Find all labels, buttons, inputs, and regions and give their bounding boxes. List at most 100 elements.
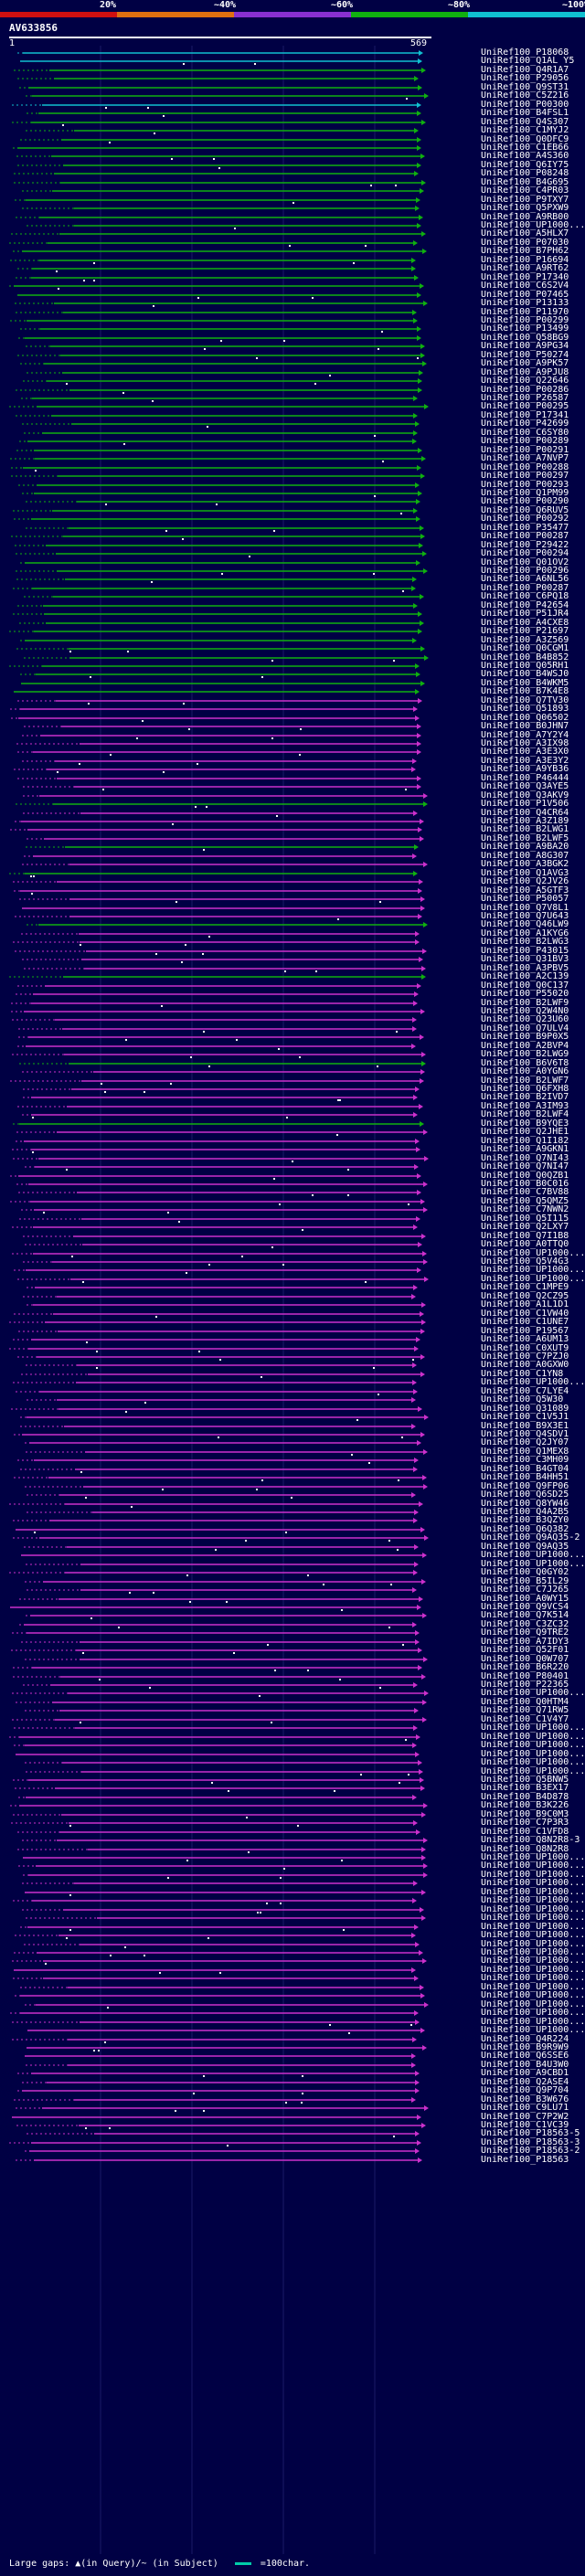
hit-label[interactable]: UniRef100_Q0DFC9 bbox=[481, 134, 569, 144]
hit-label[interactable]: UniRef100_P55020 bbox=[481, 989, 569, 999]
hit-label[interactable]: UniRef100_Q5QMZ5 bbox=[481, 1196, 569, 1206]
hit-label[interactable]: UniRef100_UP1000... bbox=[481, 1559, 585, 1569]
hit-label[interactable]: UniRef100_Q52F01 bbox=[481, 1645, 569, 1655]
hit-label[interactable]: UniRef100_UP1000... bbox=[481, 1377, 585, 1387]
hit-label[interactable]: UniRef100_B3W676 bbox=[481, 2094, 569, 2104]
hit-label[interactable]: UniRef100_A1L1D1 bbox=[481, 1299, 569, 1309]
hit-label[interactable]: UniRef100_UP1000... bbox=[481, 1913, 585, 1923]
hit-label[interactable]: UniRef100_A3IX98 bbox=[481, 738, 569, 748]
hit-label[interactable]: UniRef100_C1VC39 bbox=[481, 2120, 569, 2130]
hit-label[interactable]: UniRef100_Q0W707 bbox=[481, 1654, 569, 1664]
hit-label[interactable]: UniRef100_Q1MEX8 bbox=[481, 1447, 569, 1457]
hit-label[interactable]: UniRef100_Q3AYE5 bbox=[481, 781, 569, 791]
hit-label[interactable]: UniRef100_P00289 bbox=[481, 436, 569, 446]
hit-label[interactable]: UniRef100_Q7I1B8 bbox=[481, 1231, 569, 1241]
hit-label[interactable]: UniRef100_UP1000... bbox=[481, 1887, 585, 1897]
hit-label[interactable]: UniRef100_Q71RW5 bbox=[481, 1705, 569, 1715]
hit-label[interactable]: UniRef100_UP1000... bbox=[481, 1274, 585, 1284]
hit-label[interactable]: UniRef100_P29422 bbox=[481, 540, 569, 550]
hit-label[interactable]: UniRef100_P00295 bbox=[481, 401, 569, 411]
hit-label[interactable]: UniRef100_P00287 bbox=[481, 583, 569, 593]
hit-label[interactable]: UniRef100_C1YN8 bbox=[481, 1369, 564, 1379]
hit-label[interactable]: UniRef100_P17341 bbox=[481, 410, 569, 420]
hit-label[interactable]: UniRef100_C4PR03 bbox=[481, 186, 569, 196]
hit-label[interactable]: UniRef100_Q4S307 bbox=[481, 117, 569, 127]
hit-label[interactable]: UniRef100_Q31089 bbox=[481, 1404, 569, 1414]
hit-label[interactable]: UniRef100_Q7V8L1 bbox=[481, 903, 569, 913]
hit-label[interactable]: UniRef100_B4B852 bbox=[481, 652, 569, 663]
hit-label[interactable]: UniRef100_P21697 bbox=[481, 626, 569, 636]
hit-label[interactable]: UniRef100_B2LWG3 bbox=[481, 937, 569, 947]
hit-label[interactable]: UniRef100_Q6SSE6 bbox=[481, 2051, 569, 2061]
hit-label[interactable]: UniRef100_A2BVP4 bbox=[481, 1041, 569, 1051]
hit-label[interactable]: UniRef100_P18068 bbox=[481, 48, 569, 58]
hit-label[interactable]: UniRef100_UP1000... bbox=[481, 1956, 585, 1966]
hit-label[interactable]: UniRef100_Q8N2R8-3 bbox=[481, 1835, 580, 1845]
hit-label[interactable]: UniRef100_Q9P704 bbox=[481, 2085, 569, 2095]
hit-label[interactable]: UniRef100_UP1000... bbox=[481, 1870, 585, 1880]
hit-label[interactable]: UniRef100_B9YQE3 bbox=[481, 1118, 569, 1129]
hit-label[interactable]: UniRef100_P43015 bbox=[481, 946, 569, 956]
hit-label[interactable]: UniRef100_Q06502 bbox=[481, 713, 569, 723]
hit-label[interactable]: UniRef100_C1VW40 bbox=[481, 1309, 569, 1319]
hit-label[interactable]: UniRef100_Q2JY07 bbox=[481, 1437, 569, 1447]
hit-label[interactable]: UniRef100_P9TXY7 bbox=[481, 195, 569, 205]
hit-label[interactable]: UniRef100_P11970 bbox=[481, 307, 569, 317]
hit-label[interactable]: UniRef100_P13499 bbox=[481, 323, 569, 334]
hit-label[interactable]: UniRef100_Q22646 bbox=[481, 376, 569, 386]
hit-label[interactable]: UniRef100_UP1000... bbox=[481, 1947, 585, 1957]
hit-label[interactable]: UniRef100_A2C139 bbox=[481, 971, 569, 981]
hit-label[interactable]: UniRef100_Q5PXW9 bbox=[481, 203, 569, 213]
hit-label[interactable]: UniRef100_Q4R1A7 bbox=[481, 65, 569, 75]
hit-label[interactable]: UniRef100_UP1000... bbox=[481, 1878, 585, 1888]
hit-label[interactable]: UniRef100_A5GTF3 bbox=[481, 885, 569, 896]
hit-label[interactable]: UniRef100_UP1000... bbox=[481, 1688, 585, 1698]
hit-label[interactable]: UniRef100_B4WSJ0 bbox=[481, 669, 569, 679]
hit-label[interactable]: UniRef100_P00291 bbox=[481, 445, 569, 455]
hit-label[interactable]: UniRef100_C1MYJ2 bbox=[481, 125, 569, 135]
hit-label[interactable]: UniRef100_Q7TV30 bbox=[481, 695, 569, 705]
hit-label[interactable]: UniRef100_UP1000... bbox=[481, 1930, 585, 1940]
hit-label[interactable]: UniRef100_Q4SDV1 bbox=[481, 1429, 569, 1439]
hit-label[interactable]: UniRef100_P1V506 bbox=[481, 799, 569, 809]
hit-label[interactable]: UniRef100_A0WY15 bbox=[481, 1594, 569, 1604]
hit-label[interactable]: UniRef100_P00300 bbox=[481, 100, 569, 110]
hit-label[interactable]: UniRef100_P29056 bbox=[481, 73, 569, 83]
hit-label[interactable]: UniRef100_Q2JHE1 bbox=[481, 1127, 569, 1137]
hit-label[interactable]: UniRef100_A3E3X0 bbox=[481, 747, 569, 757]
hit-label[interactable]: UniRef100_C7NWN2 bbox=[481, 1204, 569, 1214]
hit-label[interactable]: UniRef100_P18563-2 bbox=[481, 2146, 580, 2156]
hit-label[interactable]: UniRef100_Q3AKV9 bbox=[481, 790, 569, 800]
hit-label[interactable]: UniRef100_A9GKN1 bbox=[481, 1144, 569, 1154]
hit-label[interactable]: UniRef100_B3EX17 bbox=[481, 1783, 569, 1793]
hit-label[interactable]: UniRef100_B5IL29 bbox=[481, 1576, 569, 1586]
hit-label[interactable]: UniRef100_P00297 bbox=[481, 471, 569, 481]
hit-label[interactable]: UniRef100_A6NL56 bbox=[481, 574, 569, 584]
hit-label[interactable]: UniRef100_B4WKM5 bbox=[481, 678, 569, 688]
hit-label[interactable]: UniRef100_Q1I182 bbox=[481, 1136, 569, 1146]
hit-label[interactable]: UniRef100_B9P0X5 bbox=[481, 1032, 569, 1042]
hit-label[interactable]: UniRef100_Q0QZB1 bbox=[481, 1171, 569, 1181]
hit-label[interactable]: UniRef100_C1V4Y7 bbox=[481, 1714, 569, 1724]
hit-label[interactable]: UniRef100_P80401 bbox=[481, 1671, 569, 1681]
hit-label[interactable]: UniRef100_A3E3Y2 bbox=[481, 756, 569, 766]
hit-label[interactable]: UniRef100_P07030 bbox=[481, 238, 569, 248]
hit-label[interactable]: UniRef100_UP1000... bbox=[481, 1939, 585, 1949]
hit-label[interactable]: UniRef100_A6UM13 bbox=[481, 1334, 569, 1344]
hit-label[interactable]: UniRef100_Q1PM99 bbox=[481, 488, 569, 498]
hit-label[interactable]: UniRef100_Q4A2B5 bbox=[481, 1507, 569, 1517]
hit-label[interactable]: UniRef100_B6R220 bbox=[481, 1662, 569, 1672]
hit-label[interactable]: UniRef100_A9CBD1 bbox=[481, 2068, 569, 2078]
hit-label[interactable]: UniRef100_C3ZC32 bbox=[481, 1619, 569, 1629]
hit-label[interactable]: UniRef100_A8G307 bbox=[481, 851, 569, 861]
hit-label[interactable]: UniRef100_B9R9W9 bbox=[481, 2042, 569, 2052]
hit-label[interactable]: UniRef100_C7LYE4 bbox=[481, 1386, 569, 1396]
hit-label[interactable]: UniRef100_P16694 bbox=[481, 255, 569, 265]
hit-label[interactable]: UniRef100_B7K4E8 bbox=[481, 686, 569, 696]
hit-label[interactable]: UniRef100_P00293 bbox=[481, 480, 569, 490]
hit-label[interactable]: UniRef100_UP1000... bbox=[481, 1904, 585, 1914]
hit-label[interactable]: UniRef100_Q7NI43 bbox=[481, 1153, 569, 1163]
hit-label[interactable]: UniRef100_B2LWF9 bbox=[481, 998, 569, 1008]
hit-label[interactable]: UniRef100_A3Z569 bbox=[481, 635, 569, 645]
hit-label[interactable]: UniRef100_Q4R224 bbox=[481, 2034, 569, 2044]
